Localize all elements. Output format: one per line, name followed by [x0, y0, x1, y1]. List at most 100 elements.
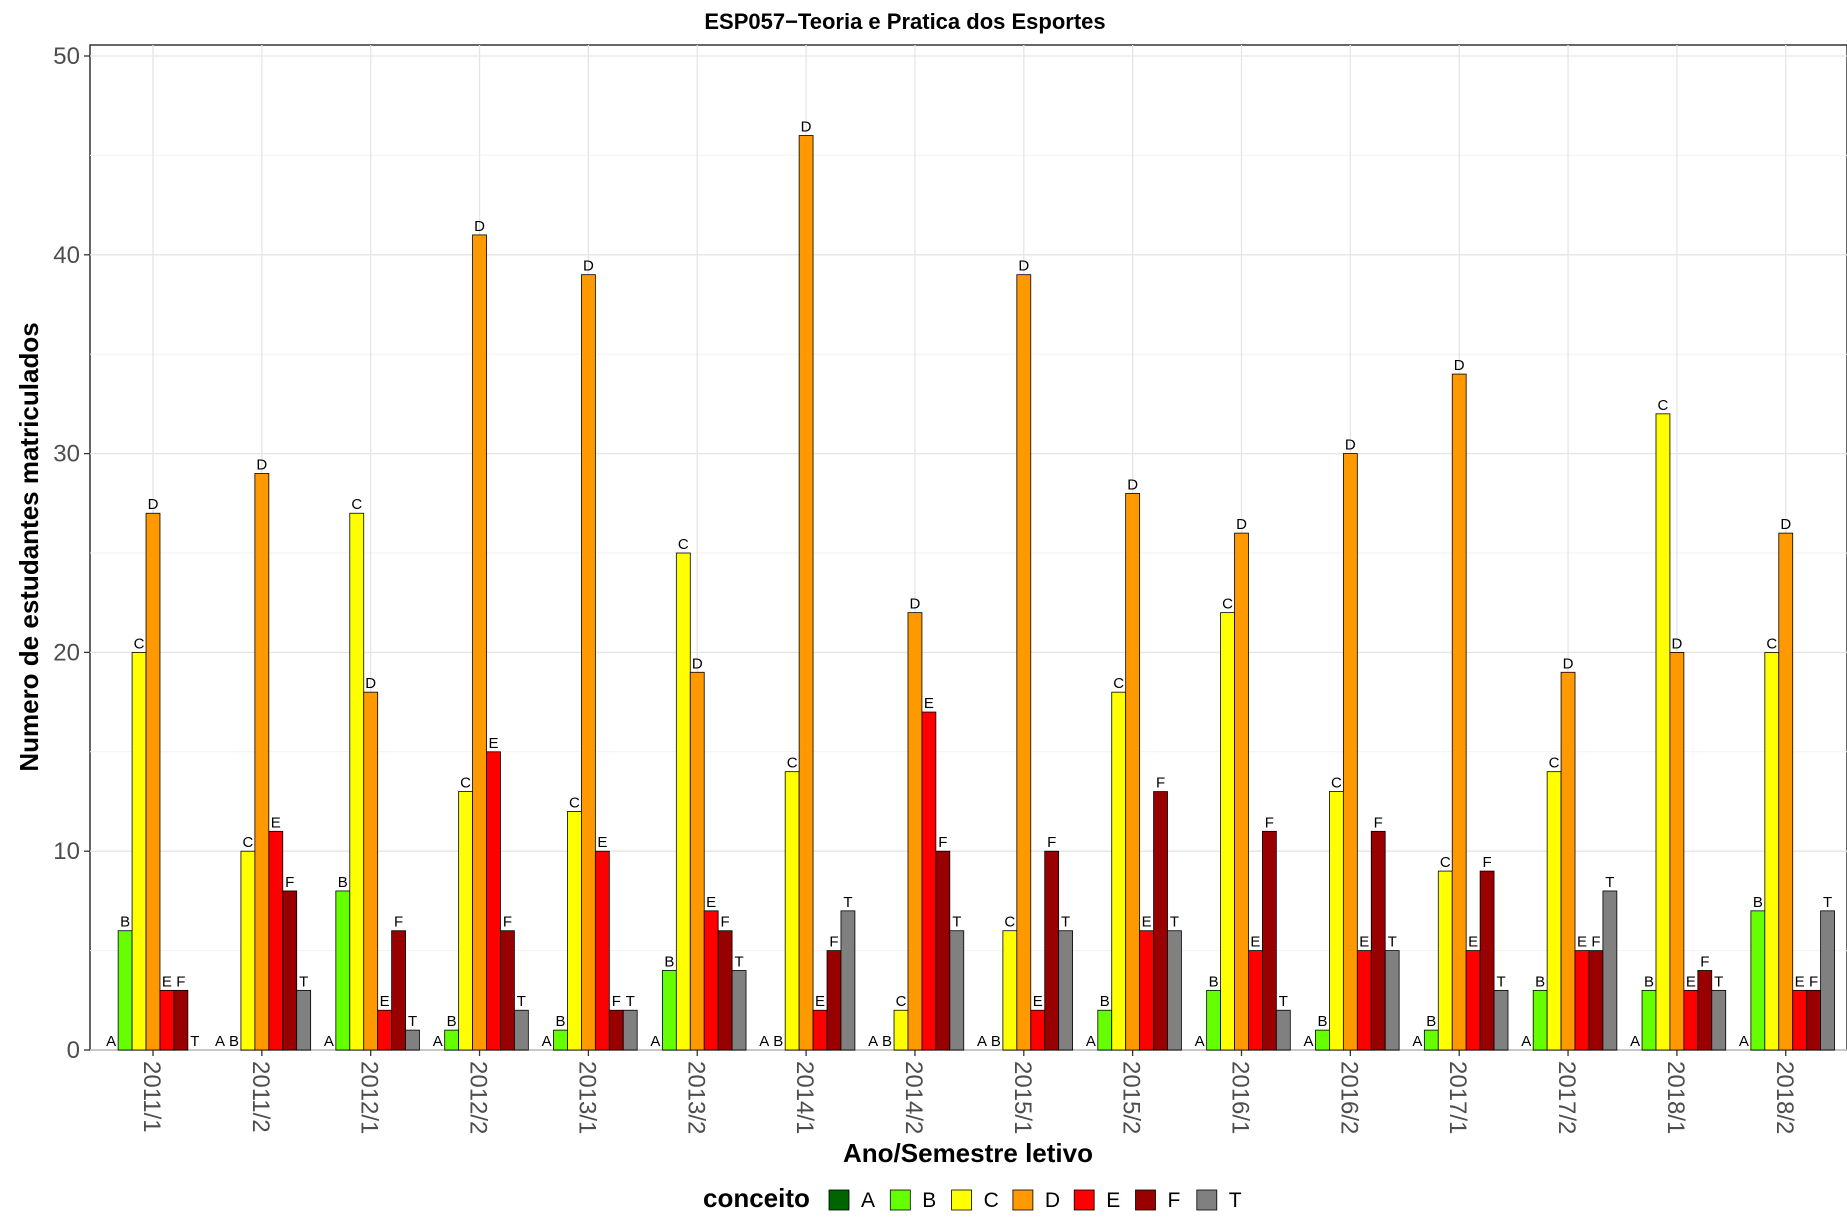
bar-label: A [650, 1033, 660, 1050]
bar-label: F [1809, 973, 1818, 990]
legend-key [889, 1189, 911, 1211]
bar-label: C [1549, 755, 1560, 772]
bar [1750, 910, 1766, 1051]
x-tick-label: 2015/2 [1118, 1061, 1145, 1134]
bar-label: C [1331, 775, 1342, 792]
bar-label: T [299, 973, 308, 990]
bar [1532, 989, 1548, 1051]
x-tick-label: 2016/1 [1227, 1061, 1254, 1134]
bar-label: B [338, 874, 348, 891]
bar [826, 950, 842, 1051]
legend-key [1135, 1189, 1156, 1211]
bar [1683, 989, 1699, 1051]
bar [1206, 989, 1221, 1051]
bar [1820, 910, 1835, 1051]
bar-label: D [801, 119, 812, 136]
bar [893, 1009, 909, 1051]
bar [1602, 890, 1618, 1051]
bar-label: T [190, 1033, 199, 1050]
bar-label: E [706, 894, 716, 911]
bar [335, 890, 351, 1051]
bar-label: F [612, 993, 621, 1010]
bar [608, 1009, 624, 1051]
legend-key [1196, 1189, 1218, 1211]
bar-label: D [365, 675, 376, 692]
bar [117, 930, 133, 1051]
bar-label: E [1795, 973, 1805, 990]
bar-label: D [1671, 635, 1682, 652]
bar [907, 612, 923, 1051]
bar-label: A [1195, 1033, 1205, 1050]
bar [1697, 970, 1713, 1051]
bar [1574, 950, 1590, 1051]
bar-label: A [106, 1033, 116, 1050]
bar [1806, 989, 1822, 1051]
bar [1546, 771, 1562, 1051]
bar-label: D [148, 496, 159, 513]
bar [1655, 413, 1671, 1051]
bar-label: B [1426, 1013, 1436, 1030]
legend-label: T [1229, 1189, 1242, 1212]
bar [145, 512, 161, 1051]
bar [935, 850, 951, 1051]
legend-title: conceito [703, 1183, 810, 1212]
bar [567, 811, 582, 1051]
x-axis-ticks: 2011/1 2011/2 2012/1 2012/2 2013/1 2013/2 2014… [138, 1050, 1798, 1134]
bar-label: A [1739, 1033, 1749, 1050]
bar-label: D [1127, 476, 1138, 493]
bar-label: D [1563, 655, 1574, 672]
bar-label: C [569, 794, 580, 811]
bar-label: C [1440, 854, 1451, 871]
bar-label: B [447, 1013, 457, 1030]
bar-label: F [1700, 953, 1709, 970]
y-axis-ticks: 0 10 20 30 40 50 [53, 43, 90, 1064]
bar-label: A [324, 1033, 334, 1050]
y-tick-label: 20 [53, 639, 80, 666]
bar [1493, 989, 1509, 1051]
bar [391, 930, 406, 1051]
bar [131, 652, 147, 1051]
bar [1329, 791, 1344, 1051]
bar [377, 1009, 393, 1051]
bar-label: E [162, 973, 172, 990]
bar-label: C [134, 635, 145, 652]
bar-label: T [1061, 914, 1070, 931]
x-tick-label: 2014/2 [900, 1061, 927, 1134]
bar-label: B [991, 1033, 1001, 1050]
bar [1370, 830, 1386, 1051]
bar-label: E [1686, 973, 1696, 990]
bar [1711, 989, 1727, 1051]
bar [1669, 652, 1685, 1051]
x-tick-label: 2017/2 [1553, 1061, 1580, 1134]
bar [703, 910, 719, 1051]
bar [731, 970, 747, 1051]
bar [1792, 989, 1808, 1051]
bar [1465, 950, 1481, 1051]
bar [1016, 274, 1032, 1051]
bar [1097, 1009, 1113, 1051]
bar-label: D [1780, 516, 1791, 533]
bar [1111, 691, 1127, 1051]
bar-label: C [1113, 675, 1124, 692]
bar-label: T [517, 993, 526, 1010]
bar [1220, 612, 1235, 1051]
bar-label: B [1644, 973, 1654, 990]
bar-label: T [1605, 874, 1614, 891]
bar [240, 850, 256, 1051]
bar-label: E [1250, 934, 1260, 951]
bar [1560, 671, 1576, 1051]
bar-label: T [952, 914, 961, 931]
bar [444, 1029, 460, 1051]
bar-label: F [285, 874, 294, 891]
x-axis-title: Ano/Semestre letivo [843, 1138, 1093, 1168]
y-tick-label: 10 [53, 838, 80, 865]
bar-label: C [678, 536, 689, 553]
bar [689, 671, 705, 1051]
legend-label: B [922, 1189, 936, 1212]
bar-label: E [1033, 993, 1043, 1010]
bar-label: B [773, 1033, 783, 1050]
x-tick-label: 2018/2 [1771, 1061, 1798, 1134]
bar [581, 274, 596, 1051]
